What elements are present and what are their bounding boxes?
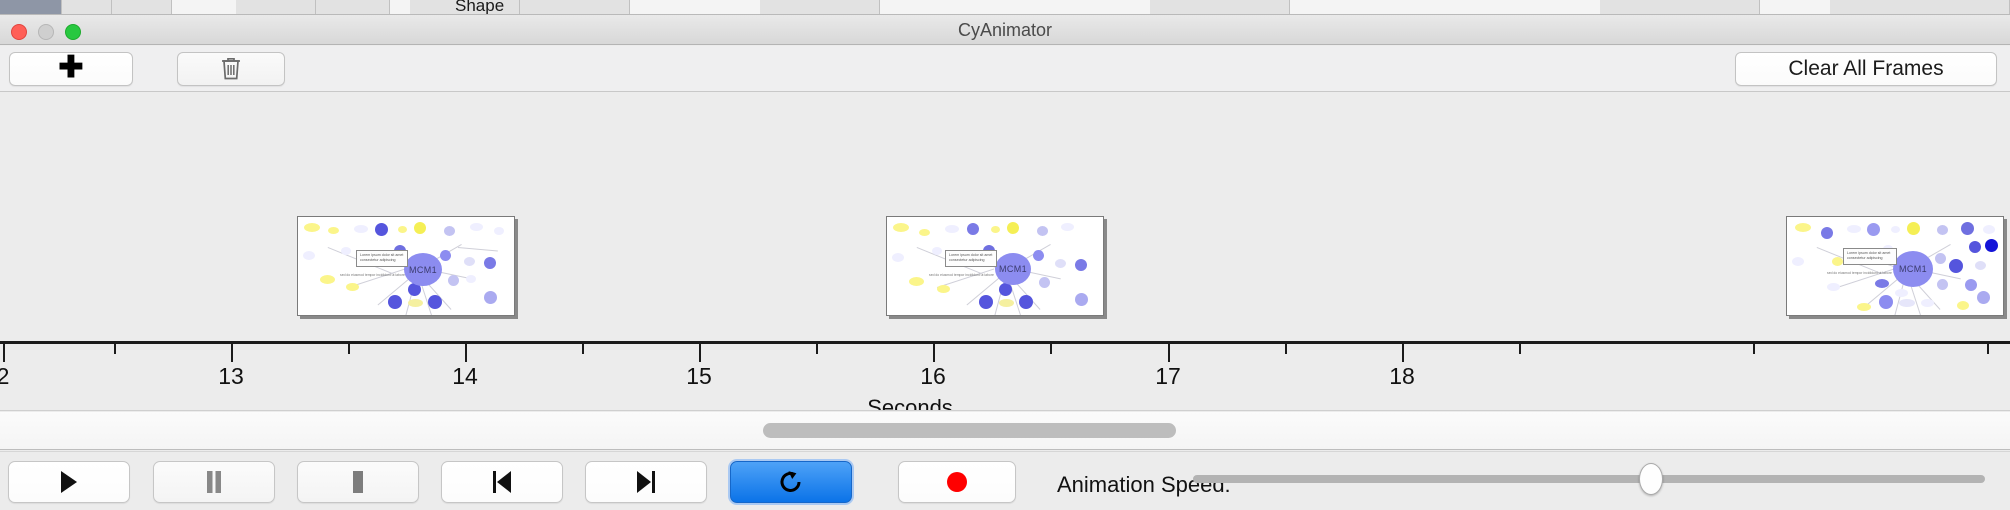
delete-frame-button[interactable] xyxy=(177,52,285,86)
scrollbar-thumb[interactable] xyxy=(763,423,1176,438)
trash-icon xyxy=(222,57,240,80)
axis-tick-minor xyxy=(1753,344,1755,354)
bg-tab xyxy=(1600,0,1760,14)
timeline-panel[interactable]: MCM1 Lorem ipsum dolor sit amet consecte… xyxy=(0,93,2010,411)
node-tooltip: Lorem ipsum dolor sit amet consectetur a… xyxy=(945,250,997,267)
hub-node: MCM1 xyxy=(1893,251,1933,287)
timeline-scrollbar[interactable] xyxy=(0,412,2010,450)
window-title: CyAnimator xyxy=(957,20,1053,40)
stop-button[interactable] xyxy=(297,461,419,503)
axis-tick-minor xyxy=(1285,344,1287,354)
graph-blurb: sed do eiusmod tempor incididunt ut labo… xyxy=(1827,271,1892,275)
loop-icon xyxy=(780,471,801,492)
add-frame-button[interactable]: ✚ xyxy=(9,52,133,86)
record-button[interactable] xyxy=(898,461,1016,503)
node-tooltip: Lorem ipsum dolor sit amet consectetur a… xyxy=(1843,248,1897,265)
axis-tick-major xyxy=(465,344,467,362)
axis-tick-major xyxy=(933,344,935,362)
axis-tick-major xyxy=(699,344,701,362)
axis-tick-label: 17 xyxy=(1155,363,1181,389)
traffic-lights xyxy=(11,24,81,40)
hub-node: MCM1 xyxy=(404,253,442,286)
previous-frame-button[interactable] xyxy=(441,461,563,503)
axis-tick-major xyxy=(231,344,233,362)
axis-tick-label: 15 xyxy=(686,363,712,389)
axis-tick-label: 13 xyxy=(218,363,244,389)
play-button[interactable] xyxy=(8,461,130,503)
bg-tab xyxy=(1150,0,1290,14)
axis-tick-label: 2 xyxy=(0,363,9,390)
title-bar: CyAnimator xyxy=(0,15,2010,45)
axis-tick-major xyxy=(1402,344,1404,362)
animation-speed-slider-knob[interactable] xyxy=(1639,463,1663,495)
bg-tab xyxy=(112,0,172,14)
network-thumbnail: MCM1 Lorem ipsum dolor sit amet consecte… xyxy=(298,217,514,315)
hub-node-label: MCM1 xyxy=(998,264,1028,274)
axis-tick-minor xyxy=(114,344,116,354)
node-tooltip: Lorem ipsum dolor sit amet consectetur a… xyxy=(356,250,408,267)
animation-speed-slider[interactable] xyxy=(1193,475,1985,483)
pause-button[interactable] xyxy=(153,461,275,503)
hub-node-label: MCM1 xyxy=(408,264,438,275)
axis-tick-minor xyxy=(348,344,350,354)
frame-thumbnail-2[interactable]: MCM1 Lorem ipsum dolor sit amet consecte… xyxy=(886,216,1104,316)
axis-tick-label: 18 xyxy=(1389,363,1415,389)
axis-tick-minor xyxy=(582,344,584,354)
frame-thumbnail-1[interactable]: MCM1 Lorem ipsum dolor sit amet consecte… xyxy=(297,216,515,316)
clear-all-frames-button[interactable]: Clear All Frames xyxy=(1735,52,1997,86)
graph-blurb: sed do eiusmod tempor incididunt ut labo… xyxy=(340,273,405,277)
axis-tick-major xyxy=(1168,344,1170,362)
axis-tick-label: 16 xyxy=(920,363,946,389)
bg-tab xyxy=(62,0,112,14)
frame-thumbnail-3[interactable]: MCM1 Lorem ipsum dolor sit amet consecte… xyxy=(1786,216,2004,316)
record-icon xyxy=(947,472,967,492)
background-window-label: Shape xyxy=(455,0,505,15)
timeline-axis xyxy=(0,341,2010,344)
axis-tick-minor xyxy=(1519,344,1521,354)
bg-tab xyxy=(410,0,520,14)
graph-blurb: sed do eiusmod tempor incididunt ut labo… xyxy=(929,273,994,277)
skip-next-icon xyxy=(637,471,655,493)
axis-tick-minor xyxy=(1987,344,1989,354)
plus-icon: ✚ xyxy=(58,50,84,84)
next-frame-button[interactable] xyxy=(585,461,707,503)
toolbar: ✚ Clear All Frames xyxy=(0,46,2010,92)
bg-tab xyxy=(316,0,390,14)
bg-tab xyxy=(520,0,630,14)
hub-node: MCM1 xyxy=(995,253,1031,285)
bg-tab xyxy=(760,0,880,14)
bg-tab xyxy=(236,0,316,14)
bg-tab xyxy=(1830,0,2010,14)
axis-tick-label: 14 xyxy=(452,363,478,389)
network-thumbnail: MCM1 Lorem ipsum dolor sit amet consecte… xyxy=(1787,217,2003,315)
clear-all-frames-label: Clear All Frames xyxy=(1788,57,1944,80)
stop-icon xyxy=(353,471,363,493)
minimize-icon[interactable] xyxy=(38,24,54,40)
axis-tick-major xyxy=(3,344,5,362)
loop-button[interactable] xyxy=(730,461,852,503)
network-thumbnail: MCM1 Lorem ipsum dolor sit amet consecte… xyxy=(887,217,1103,315)
pause-icon xyxy=(207,471,221,493)
axis-tick-minor xyxy=(1050,344,1052,354)
background-window-strip: Shape xyxy=(0,0,2010,15)
skip-previous-icon xyxy=(493,471,511,493)
zoom-icon[interactable] xyxy=(65,24,81,40)
hub-node-label: MCM1 xyxy=(1898,264,1928,274)
axis-tick-minor xyxy=(816,344,818,354)
bg-tab xyxy=(0,0,62,14)
axis-title: Seconds xyxy=(867,395,953,411)
play-icon xyxy=(61,471,77,493)
close-icon[interactable] xyxy=(11,24,27,40)
